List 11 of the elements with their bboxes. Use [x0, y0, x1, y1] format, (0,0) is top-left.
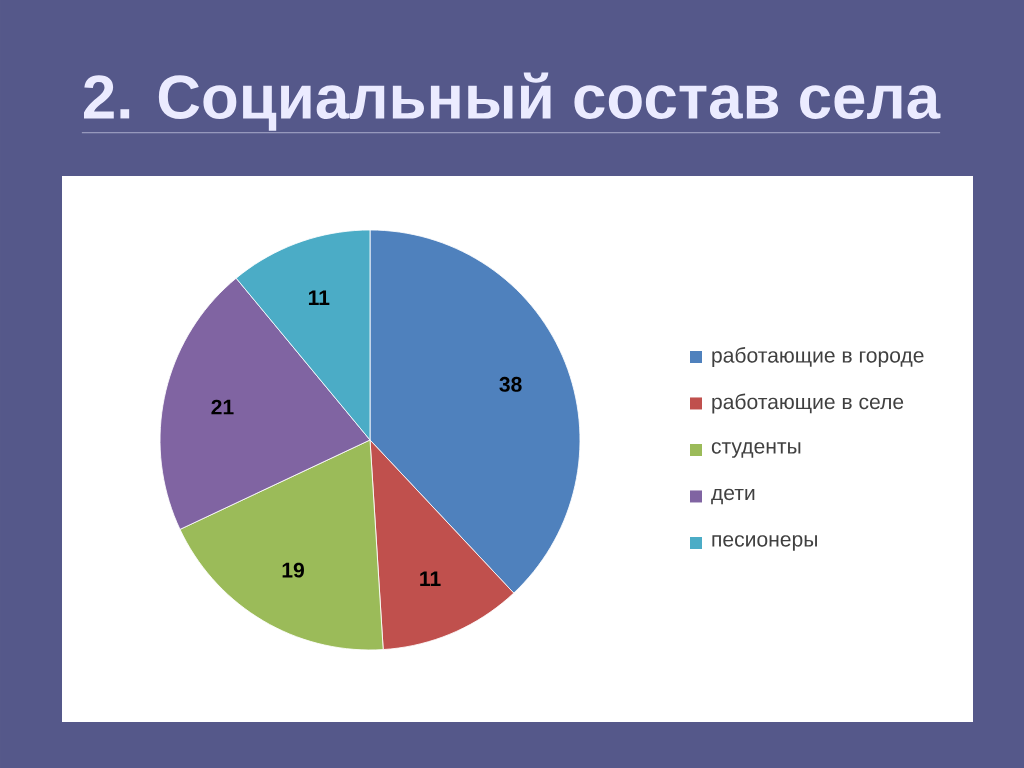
legend-label: работающие в селе [712, 393, 904, 414]
data-label: 11 [308, 290, 330, 305]
data-label: 11 [420, 571, 441, 586]
legend-label: дети [711, 488, 755, 505]
data-label: 19 [282, 562, 304, 578]
chart-title: 2. Социальный состав села [83, 72, 941, 131]
legend-label: студенты [711, 442, 801, 458]
data-label: 38 [499, 376, 522, 392]
legend-label: работающие в городе [712, 347, 924, 367]
legend-label: песионеры [712, 535, 817, 551]
data-label: 21 [211, 399, 234, 415]
